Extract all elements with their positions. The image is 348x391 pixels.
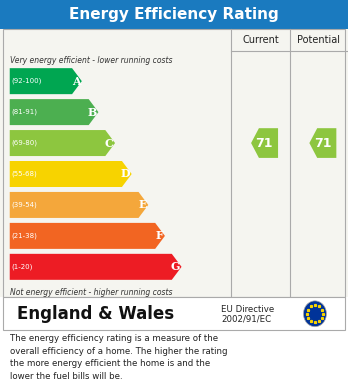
Circle shape: [303, 301, 326, 327]
Polygon shape: [10, 192, 148, 218]
Polygon shape: [10, 254, 182, 280]
Text: B: B: [88, 107, 97, 118]
Bar: [3, 29, 345, 297]
Bar: [3, 297, 345, 330]
Text: F: F: [156, 230, 164, 241]
Text: G: G: [171, 261, 180, 272]
Text: England & Wales: England & Wales: [17, 305, 175, 323]
Polygon shape: [10, 68, 82, 94]
Bar: [0, 330, 348, 391]
Text: (92-100): (92-100): [12, 78, 42, 84]
Text: (1-20): (1-20): [12, 264, 33, 270]
Text: Potential: Potential: [298, 35, 340, 45]
Text: 2002/91/EC: 2002/91/EC: [221, 315, 271, 324]
Polygon shape: [10, 130, 115, 156]
Polygon shape: [10, 161, 132, 187]
Text: 71: 71: [255, 136, 273, 149]
Text: The energy efficiency rating is a measure of the: The energy efficiency rating is a measur…: [10, 334, 219, 343]
Polygon shape: [10, 99, 98, 125]
Text: D: D: [121, 169, 130, 179]
Text: E: E: [139, 199, 147, 210]
Text: Not energy efficient - higher running costs: Not energy efficient - higher running co…: [10, 288, 173, 297]
Text: (81-91): (81-91): [12, 109, 38, 115]
Polygon shape: [309, 128, 336, 158]
Text: 71: 71: [314, 136, 331, 149]
Bar: [0, 0, 348, 29]
Text: A: A: [72, 76, 80, 87]
Text: (39-54): (39-54): [12, 202, 38, 208]
Text: lower the fuel bills will be.: lower the fuel bills will be.: [10, 372, 123, 381]
Text: Energy Efficiency Rating: Energy Efficiency Rating: [69, 7, 279, 22]
Text: (55-68): (55-68): [12, 171, 38, 177]
Bar: [0, 29, 348, 297]
Text: Very energy efficient - lower running costs: Very energy efficient - lower running co…: [10, 56, 173, 65]
Polygon shape: [251, 128, 278, 158]
Polygon shape: [10, 223, 165, 249]
Text: overall efficiency of a home. The higher the rating: overall efficiency of a home. The higher…: [10, 347, 228, 356]
Text: (21-38): (21-38): [12, 233, 38, 239]
Text: EU Directive: EU Directive: [221, 305, 274, 314]
Text: C: C: [105, 138, 114, 149]
Text: the more energy efficient the home is and the: the more energy efficient the home is an…: [10, 359, 211, 368]
Text: (69-80): (69-80): [12, 140, 38, 146]
Text: Current: Current: [242, 35, 279, 45]
